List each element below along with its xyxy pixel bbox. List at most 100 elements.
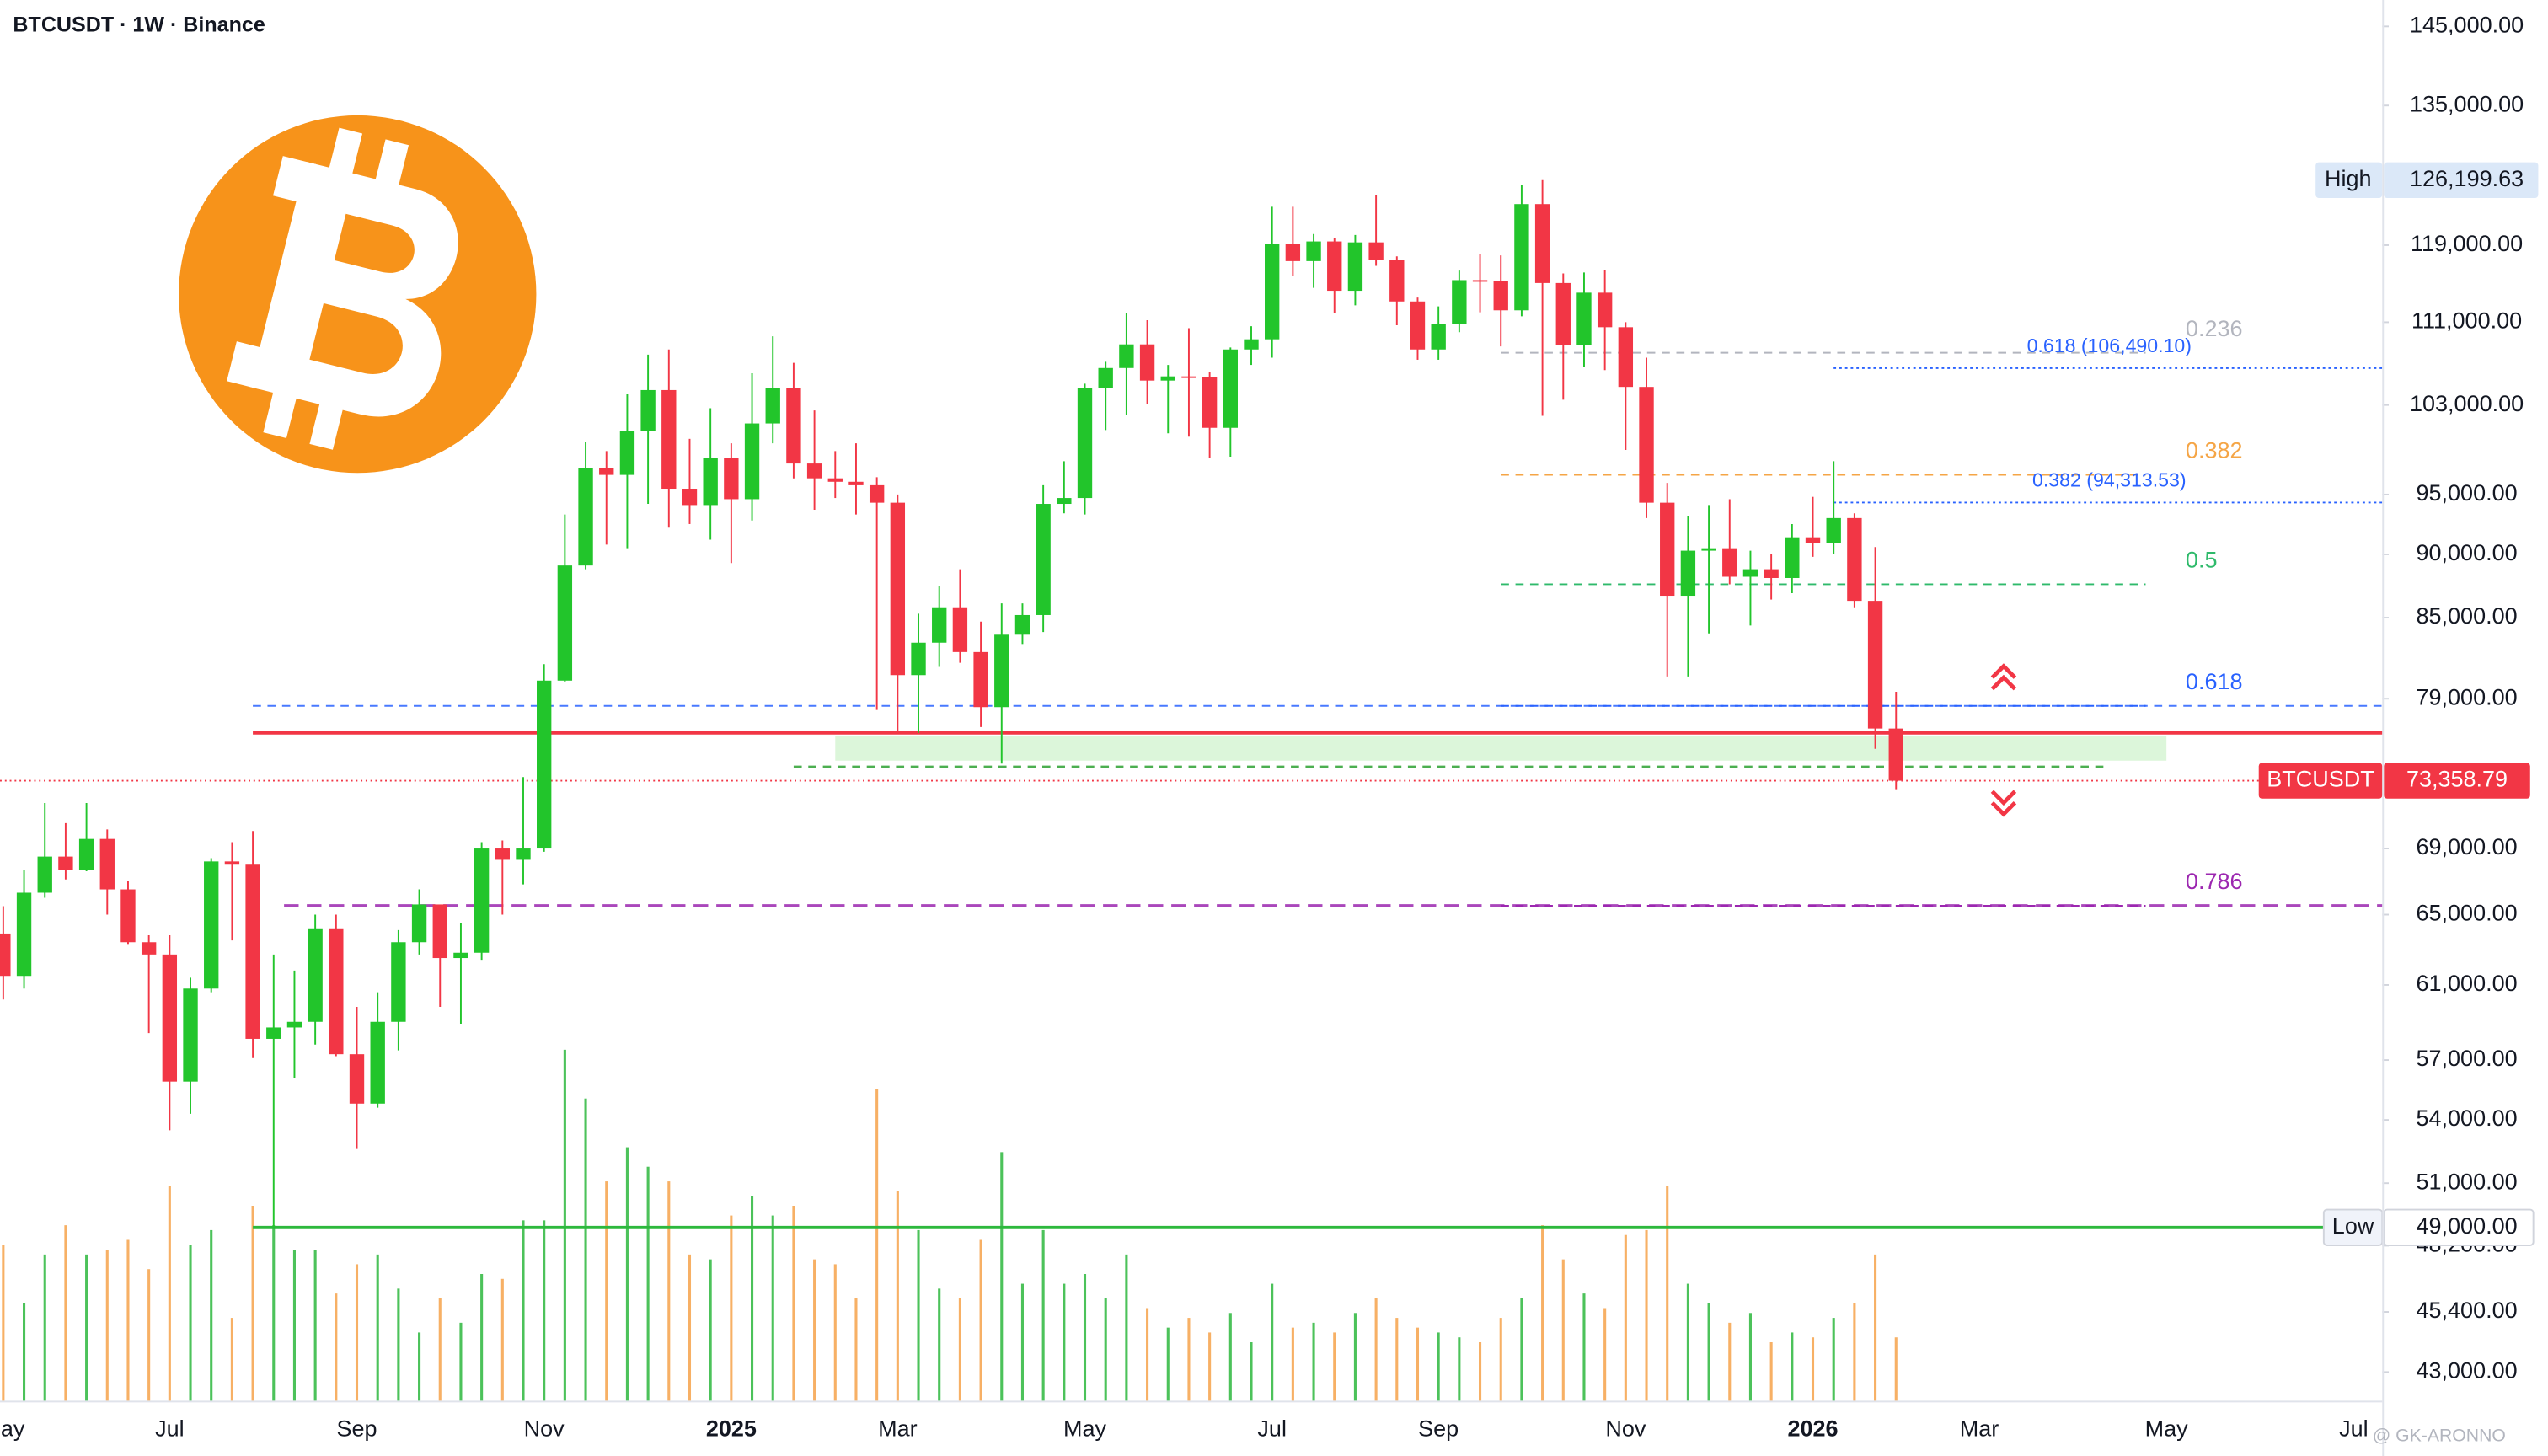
y-tick-label: 57,000.00 (2417, 1046, 2518, 1071)
candle-body (141, 942, 157, 955)
y-tick-label: 90,000.00 (2417, 540, 2518, 565)
volume-bar (1125, 1254, 1128, 1401)
volume-bar (1250, 1342, 1253, 1401)
candle-body (58, 856, 73, 870)
candle-body (349, 1054, 365, 1104)
volume-bar (1166, 1327, 1170, 1401)
y-tick-label: 61,000.00 (2417, 971, 2518, 996)
candle-body (1847, 517, 1862, 602)
volume-bar (1208, 1332, 1212, 1401)
low-value-label: 49,000.00 (2417, 1213, 2518, 1239)
support-zone (835, 736, 2167, 761)
candle-body (1285, 244, 1301, 261)
candle-body (391, 942, 406, 1022)
volume-bar (709, 1259, 712, 1401)
candle-body (578, 468, 593, 566)
candle-body (1764, 569, 1779, 578)
volume-bar (979, 1239, 982, 1401)
candle-body (37, 856, 52, 893)
x-tick-label: Mar (1960, 1416, 1999, 1441)
volume-bar (147, 1269, 151, 1401)
volume-bar (1000, 1152, 1004, 1401)
volume-bar (1624, 1234, 1627, 1401)
volume-bar (730, 1215, 733, 1401)
watermark: @ GK-ARONNO (2373, 1426, 2506, 1445)
volume-bar (500, 1278, 504, 1401)
down-arrow-icon (1990, 790, 2017, 817)
volume-bar (854, 1298, 858, 1401)
high-label: High (2325, 166, 2372, 191)
candle-body (786, 388, 801, 464)
candle-body (661, 389, 677, 490)
high-label-box (2315, 162, 2383, 199)
volume-bar (1187, 1318, 1191, 1401)
volume-bar (1020, 1283, 1024, 1401)
fib-label: 0.382 (2186, 438, 2243, 463)
volume-bar (418, 1332, 421, 1401)
volume-bar (1832, 1318, 1835, 1401)
volume-bar (522, 1220, 525, 1401)
high-value-label: 126,199.63 (2410, 166, 2524, 191)
candle-body (682, 489, 698, 506)
x-tick-label: May (2145, 1416, 2189, 1441)
last-price-value: 73,358.79 (2406, 767, 2508, 792)
candle-body (1057, 498, 1072, 505)
candle-body (994, 634, 1009, 708)
y-tick-label: 79,000.00 (2417, 684, 2518, 709)
logo-tick (309, 397, 345, 450)
volume-bar (1728, 1322, 1732, 1401)
x-tick-label: Mar (878, 1416, 918, 1441)
y-tick-label: 43,000.00 (2417, 1358, 2518, 1384)
volume-bar (1645, 1229, 1648, 1401)
last-price-value-box (2384, 763, 2530, 799)
candle-body (266, 1027, 281, 1039)
volume-bar (459, 1322, 463, 1401)
volume-bar (168, 1186, 171, 1401)
low-label: Low (2332, 1213, 2374, 1239)
volume-bar (792, 1206, 795, 1401)
volume-bar (480, 1274, 484, 1401)
candle-body (1139, 344, 1155, 381)
candle-body (78, 838, 94, 870)
volume-bar (543, 1220, 546, 1401)
y-tick-label: 111,000.00 (2412, 308, 2522, 334)
fib-label: 0.5 (2186, 548, 2218, 573)
volume-bar (605, 1181, 608, 1401)
volume-bar (688, 1254, 692, 1401)
candle-body (1639, 387, 1654, 503)
volume-bar (1041, 1229, 1045, 1401)
candle-body (329, 928, 344, 1055)
volume-bar (189, 1245, 192, 1401)
volume-bar (1333, 1332, 1336, 1401)
level-label: 0.618 (106,490.10) (2027, 335, 2192, 356)
volume-bar (313, 1250, 317, 1401)
candle-body (744, 423, 760, 500)
front-layer: 145,000.00 135,000.00 119,000.00 111,000.00… (0, 12, 2539, 1441)
candle-body (1597, 292, 1613, 328)
volume-bar (1353, 1313, 1357, 1401)
volume-bar (23, 1303, 26, 1401)
level-label: 0.382 (94,313.53) (2032, 468, 2187, 490)
fib-label: 0.618 (2186, 669, 2243, 694)
volume-bar (1853, 1303, 1856, 1401)
candle-body (370, 1021, 385, 1104)
volume-bar (1063, 1283, 1066, 1401)
volume-bar (1374, 1298, 1378, 1401)
candle-body (557, 565, 573, 681)
volume-bar (1541, 1225, 1544, 1401)
candle-body (1160, 376, 1175, 381)
volume-bar (85, 1254, 88, 1401)
candle-body (1660, 502, 1675, 597)
x-tick-label: Jul (155, 1416, 185, 1441)
candle-body (432, 904, 447, 959)
volume-bar (1769, 1342, 1773, 1401)
volume-bar (1561, 1259, 1565, 1401)
candle-body (1410, 301, 1426, 350)
x-tick-label: May (1063, 1416, 1107, 1441)
candle-body (183, 988, 198, 1082)
volume-bar (646, 1166, 650, 1401)
y-tick-label: 51,000.00 (2417, 1169, 2518, 1194)
volume-bar (833, 1264, 837, 1401)
candle-body (1119, 344, 1134, 368)
